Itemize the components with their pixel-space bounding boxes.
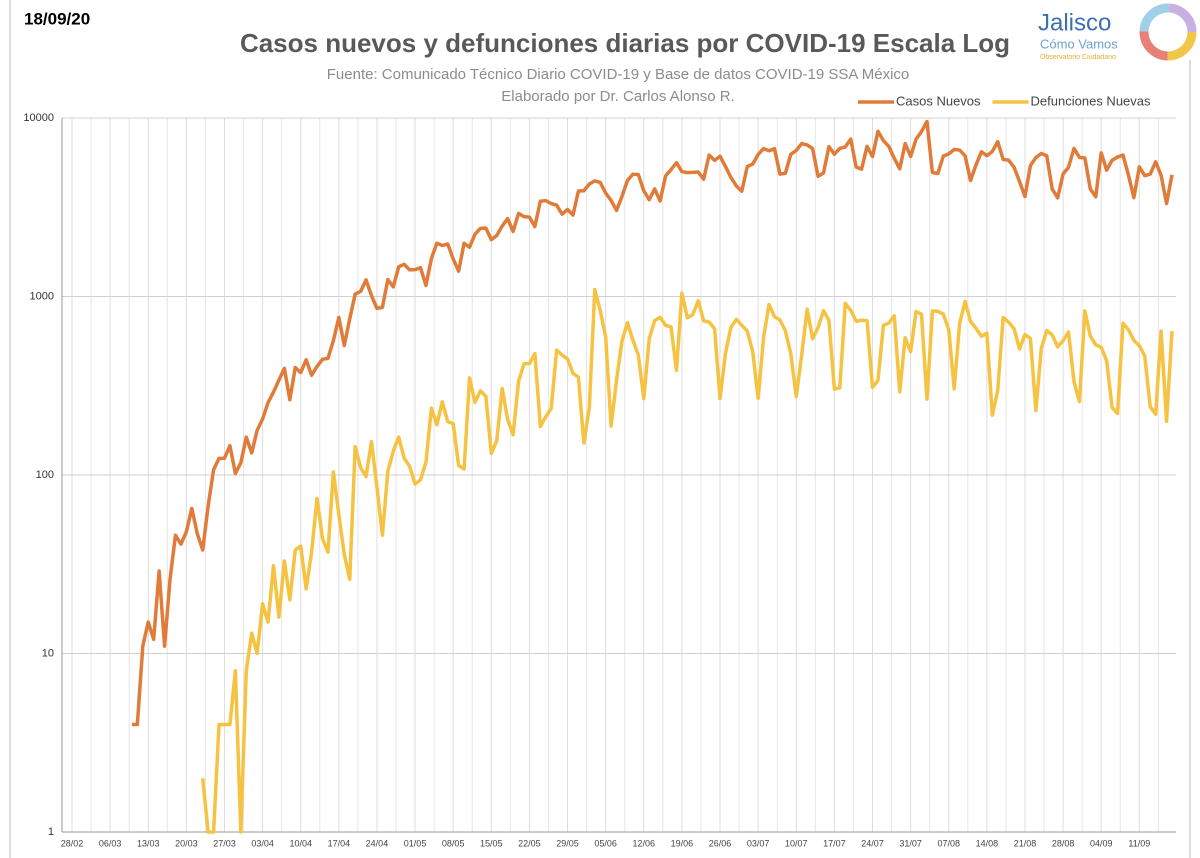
x-tick-label: 15/05 [480, 838, 503, 848]
x-tick-label: 06/03 [99, 838, 122, 848]
chart-title: Casos nuevos y defunciones diarias por C… [240, 28, 1010, 58]
legend-label: Defunciones Nuevas [1031, 93, 1151, 108]
series-line [131, 119, 1174, 727]
logo-name: Jalisco [1038, 9, 1111, 36]
x-tick-label: 29/05 [556, 838, 579, 848]
x-tick-label: 04/09 [1090, 838, 1113, 848]
x-tick-label: 08/05 [442, 838, 465, 848]
x-tick-label: 17/07 [823, 838, 846, 848]
logo-small: Observatorio Ciudadano [1040, 54, 1116, 61]
y-tick-label: 1 [48, 826, 54, 838]
x-tick-label: 28/08 [1052, 838, 1075, 848]
x-tick-label: 05/06 [594, 838, 617, 848]
legend-label: Casos Nuevos [896, 93, 981, 108]
x-tick-label: 13/03 [137, 838, 160, 848]
y-tick-label: 100 [36, 469, 54, 481]
x-tick-label: 17/04 [328, 838, 351, 848]
x-tick-label: 12/06 [633, 838, 656, 848]
subtitle: Fuente: Comunicado Técnico Diario COVID-… [327, 66, 910, 83]
subtitle: Elaborado por Dr. Carlos Alonso R. [501, 88, 734, 105]
x-tick-label: 26/06 [709, 838, 732, 848]
ring-part [1139, 3, 1197, 61]
x-tick-label: 31/07 [899, 838, 922, 848]
y-tick-label: 10000 [23, 112, 54, 124]
x-tick-label: 10/04 [289, 838, 312, 848]
series-line [200, 287, 1174, 834]
x-tick-label: 22/05 [518, 838, 541, 848]
x-tick-label: 19/06 [671, 838, 694, 848]
x-tick-label: 03/04 [251, 838, 274, 848]
x-tick-label: 28/02 [61, 838, 84, 848]
ring-part [1139, 3, 1197, 61]
ring-part [1139, 3, 1197, 61]
logo-ring [1139, 3, 1197, 61]
logo-tagline: Cómo Vamos [1040, 36, 1118, 51]
x-tick-label: 03/07 [747, 838, 770, 848]
x-tick-label: 21/08 [1014, 838, 1037, 848]
y-tick-label: 10 [42, 647, 54, 659]
date: 18/09/20 [24, 9, 90, 28]
x-tick-label: 24/04 [366, 838, 389, 848]
x-tick-label: 10/07 [785, 838, 808, 848]
x-tick-label: 24/07 [861, 838, 884, 848]
x-tick-label: 27/03 [213, 838, 236, 848]
y-tick-label: 1000 [30, 290, 54, 302]
x-tick-label: 11/09 [1128, 838, 1150, 848]
x-tick-label: 14/08 [976, 838, 999, 848]
x-tick-label: 20/03 [175, 838, 198, 848]
x-tick-label: 07/08 [937, 838, 960, 848]
x-tick-label: 01/05 [404, 838, 427, 848]
